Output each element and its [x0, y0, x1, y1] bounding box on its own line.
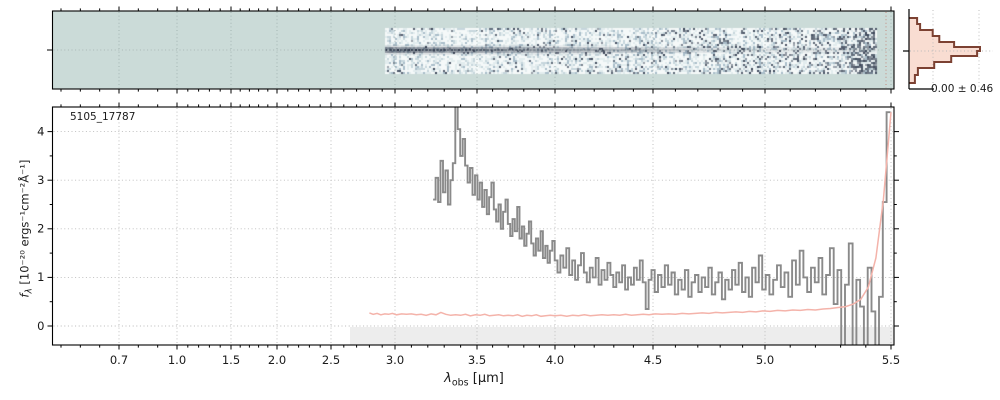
x-tick-label: 3.0 [386, 353, 404, 367]
x-tick-label: 5.0 [756, 353, 774, 367]
x-tick-label: 2.5 [322, 353, 340, 367]
y-axis-unit: [10⁻²⁰ ergs⁻¹cm⁻²Å⁻¹] [17, 159, 32, 289]
2d-spectrum-image [52, 11, 894, 89]
histogram-outline [909, 17, 981, 84]
spectrum-panel-border [51, 106, 895, 346]
histogram-fill [909, 18, 980, 83]
x-axis-symbol: λ [444, 371, 452, 386]
x-tick-label: 0.7 [110, 353, 128, 367]
x-tick-label: 3.5 [468, 353, 486, 367]
flux-spectrum-line [433, 107, 891, 345]
below-zero-shade [350, 327, 894, 345]
x-axis-label: λobs [μm] [0, 371, 948, 389]
y-tick-label: 0 [37, 319, 44, 333]
y-axis-subscript: λ [24, 288, 35, 294]
y-tick-label: 2 [37, 222, 44, 236]
histogram-stats-label: 0.00 ± 0.46 [931, 83, 994, 95]
y-tick-label: 4 [37, 124, 44, 138]
x-tick-label: 4.0 [546, 353, 564, 367]
x-tick-label: 2.0 [268, 353, 286, 367]
x-tick-label: 4.5 [644, 353, 662, 367]
y-tick-label: 3 [37, 173, 44, 187]
histogram-panel [903, 9, 993, 90]
y-axis-label: fλ [10⁻²⁰ ergs⁻¹cm⁻²Å⁻¹] [17, 119, 34, 339]
uncertainty-line [369, 112, 892, 318]
axis-ticks [47, 102, 899, 350]
x-axis-subscript: obs [451, 377, 469, 389]
x-tick-label: 1.5 [222, 353, 240, 367]
spectrum-panel: 0.7 1.0 1.5 2.0 2.5 3.0 3.5 4.0 4.5 5.0 5.5 0 1 2 3 4 [37, 102, 900, 367]
y-axis-symbol: f [17, 293, 32, 298]
x-axis-unit: [μm] [468, 371, 504, 386]
x-tick-label: 1.0 [168, 353, 186, 367]
y-tick-label: 1 [37, 270, 44, 284]
object-id-label: 5105_17787 [70, 111, 136, 123]
x-tick-label: 5.5 [882, 353, 900, 367]
